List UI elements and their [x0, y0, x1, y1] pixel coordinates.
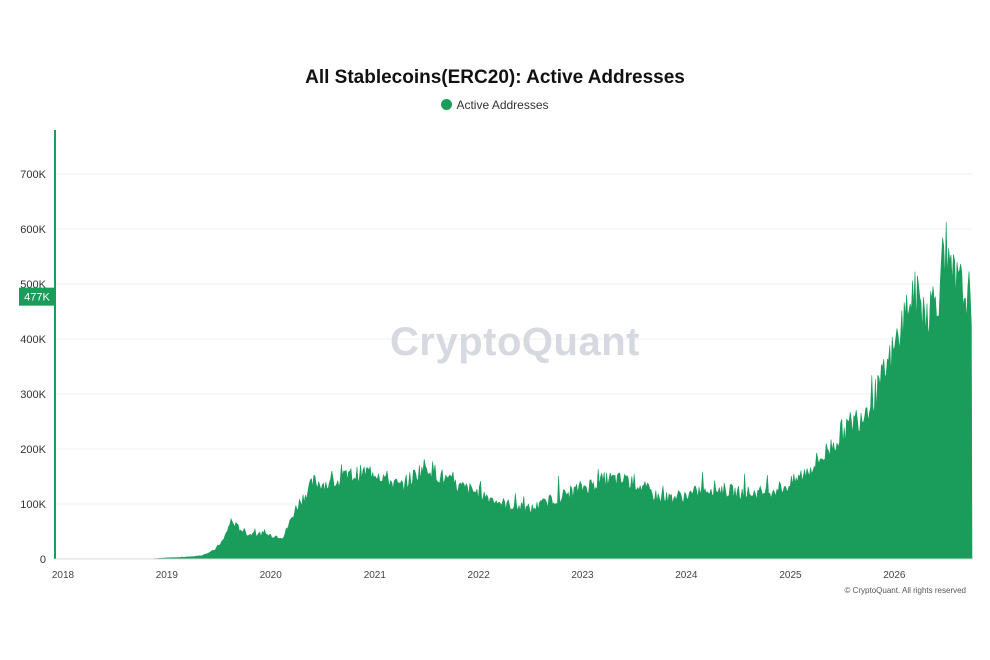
y-tick-label: 0 [40, 554, 46, 566]
watermark-text: CryptoQuant [390, 320, 640, 364]
x-tick-label: 2026 [883, 570, 906, 581]
x-tick-label: 2025 [779, 570, 802, 581]
x-tick-label: 2023 [571, 570, 594, 581]
legend[interactable]: Active Addresses [0, 98, 990, 112]
chart-title: All Stablecoins(ERC20): Active Addresses [305, 67, 685, 88]
y-tick-label: 700K [20, 169, 46, 181]
x-tick-label: 2020 [260, 570, 283, 581]
copyright-footer: © CryptoQuant. All rights reserved [844, 586, 967, 595]
y-tick-label: 300K [20, 389, 46, 401]
current-value-label: 477K [24, 292, 50, 304]
y-tick-label: 200K [20, 444, 46, 456]
legend-label: Active Addresses [456, 98, 549, 112]
x-tick-label: 2018 [52, 570, 75, 581]
x-tick-label: 2021 [364, 570, 387, 581]
x-tick-label: 2024 [675, 570, 698, 581]
y-tick-label: 600K [20, 224, 46, 236]
y-tick-label: 400K [20, 334, 46, 346]
active-addresses-area [63, 221, 973, 560]
current-value-badge [19, 287, 55, 306]
x-tick-label: 2022 [468, 570, 491, 581]
y-tick-label: 100K [20, 499, 46, 511]
x-tick-label: 2019 [156, 570, 179, 581]
legend-dot-icon [441, 99, 453, 110]
